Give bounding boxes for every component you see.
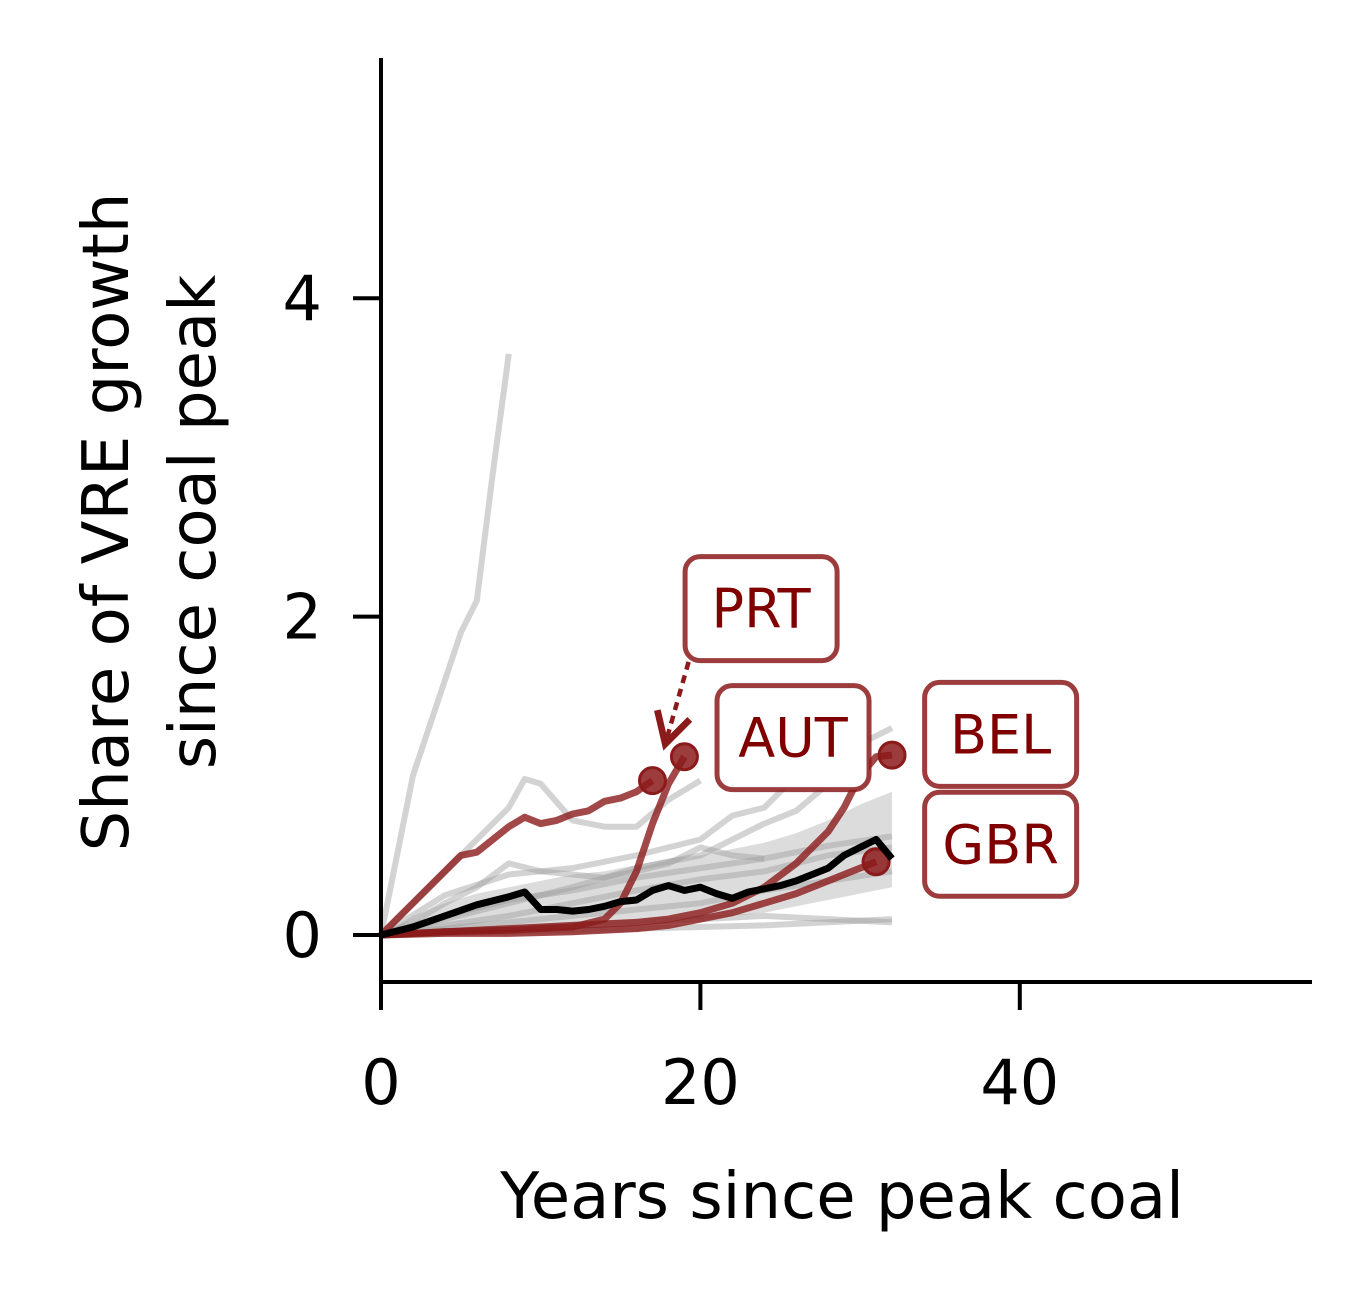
x-tick-label-20: 20 [661,1046,740,1119]
y-tick-label-0: 0 [283,899,322,972]
x-tick-label-0: 0 [361,1046,400,1119]
background-series-line-6 [380,868,893,938]
y-tick-label-2: 2 [283,581,322,654]
annotation-label-aut: AUT [738,707,848,770]
background-series-line-10 [379,844,765,938]
median-line [380,836,895,939]
annotation-box-bel [922,679,1080,789]
series-line-gbr [380,858,878,939]
series-endpoint-bel [877,740,907,770]
series-endpoint-gbr [861,847,891,877]
y-axis-title: Share of VRE growth since coal peak [70,193,231,852]
x-axis-title: Years since peak coal [499,1160,1184,1234]
annotation-label-bel: BEL [950,703,1051,766]
annotations-group: PRT AUT BEL GBR [665,554,1080,899]
median-series-group [380,836,895,939]
x-tick-label-40: 40 [980,1046,1059,1119]
annotation-box-aut [714,683,872,793]
annotation-arrow-prt [665,647,695,744]
annotation-box-gbr [922,789,1080,899]
series-line-prt [378,777,655,938]
y-axis-title-line-2: since coal peak [157,275,231,770]
axes: 0 20 40 0 2 4 [283,58,1312,1119]
highlight-series-group [378,740,907,939]
y-tick-label-4: 4 [283,262,322,335]
annotation-box-prt [682,554,840,664]
series-endpoint-prt [637,766,667,796]
background-series-line-5 [380,844,893,938]
series-endpoint-aut [669,742,699,772]
background-series-line-1 [378,353,512,936]
annotation-label-gbr: GBR [942,813,1058,876]
y-axis-title-line-1: Share of VRE growth [70,193,144,852]
annotation-label-prt: PRT [712,578,812,641]
